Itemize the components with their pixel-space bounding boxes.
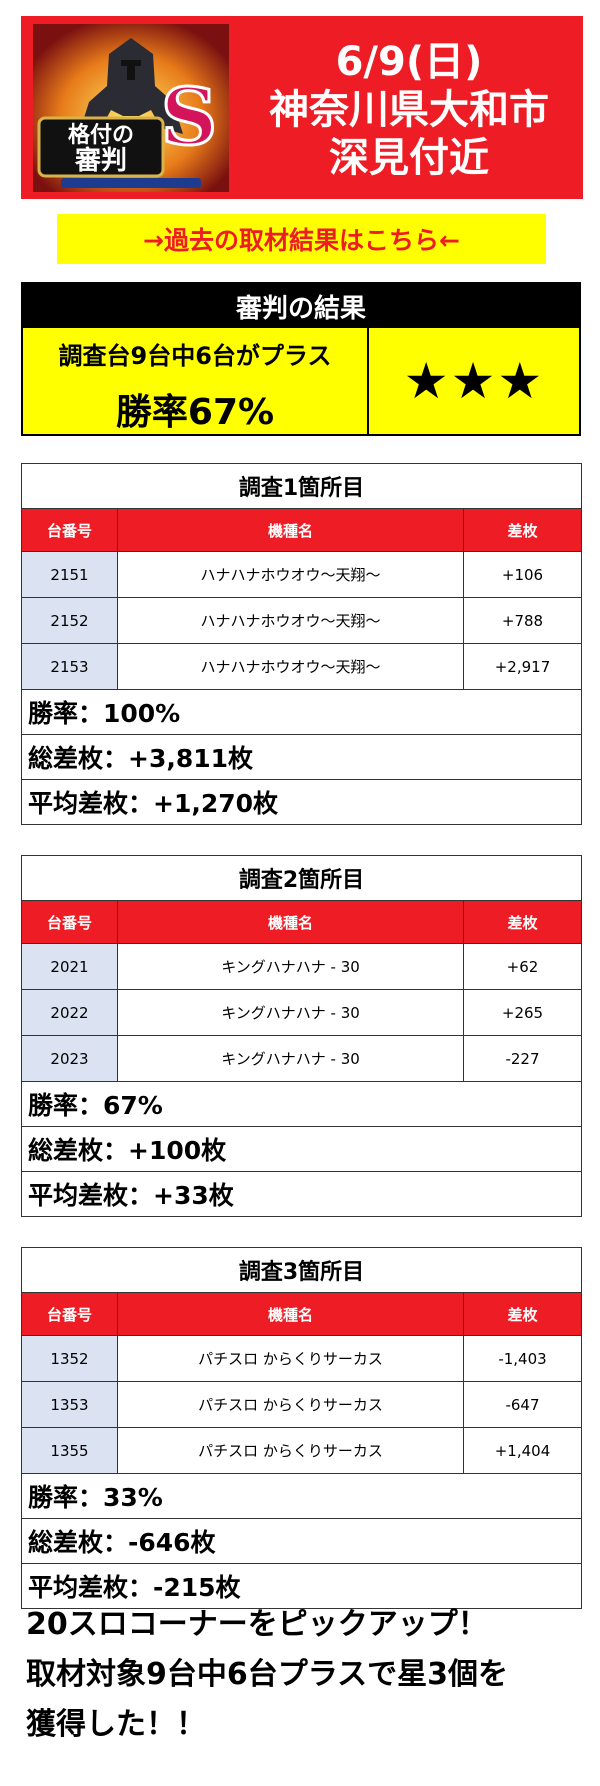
- table-row: 2151 ハナハナホウオウ～天翔～ +106: [21, 551, 582, 598]
- model-name: キングハナハナ - 30: [117, 989, 464, 1036]
- verdict-header: 審判の結果: [23, 284, 579, 328]
- survey-title: 調査2箇所目: [21, 855, 582, 901]
- column-header-machine-no: 台番号: [21, 1292, 118, 1336]
- table-row: 1355 パチスロ からくりサーカス +1,404: [21, 1427, 582, 1474]
- verdict-box: 審判の結果 調査台9台中6台がプラス 勝率67% ★★★: [21, 282, 581, 436]
- win-rate: 勝率：67%: [21, 1081, 582, 1127]
- average-diff: 平均差枚：-215枚: [21, 1563, 582, 1609]
- model-name: キングハナハナ - 30: [117, 1035, 464, 1082]
- column-header-diff: 差枚: [463, 508, 582, 552]
- summary-text: 20スロコーナーをピックアップ！ 取材対象9台中6台プラスで星3個を 獲得した！…: [26, 1600, 586, 1750]
- machine-no: 2022: [21, 989, 118, 1036]
- event-date: 6/9(日): [335, 39, 483, 85]
- coin-diff: +62: [463, 943, 582, 990]
- header-banner: S 格付の 審判 6/9(日) 神奈川県大和市 深見付近: [21, 16, 583, 199]
- model-name: ハナハナホウオウ～天翔～: [117, 643, 464, 690]
- svg-text:S: S: [161, 72, 217, 163]
- machine-no: 1355: [21, 1427, 118, 1474]
- survey-table-3: 調査3箇所目 台番号 機種名 差枚 1352 パチスロ からくりサーカス -1,…: [21, 1247, 582, 1609]
- coin-diff: +106: [463, 551, 582, 598]
- column-header-machine-no: 台番号: [21, 508, 118, 552]
- win-rate: 勝率：33%: [21, 1473, 582, 1519]
- model-name: パチスロ からくりサーカス: [117, 1427, 464, 1474]
- machine-no: 2021: [21, 943, 118, 990]
- summary-line-1: 20スロコーナーをピックアップ！: [26, 1607, 488, 1642]
- model-name: パチスロ からくりサーカス: [117, 1381, 464, 1428]
- survey-title: 調査1箇所目: [21, 463, 582, 509]
- survey-title: 調査3箇所目: [21, 1247, 582, 1293]
- win-rate: 勝率：100%: [21, 689, 582, 735]
- table-row: 1352 パチスロ からくりサーカス -1,403: [21, 1335, 582, 1382]
- machine-no: 2023: [21, 1035, 118, 1082]
- table-row: 2022 キングハナハナ - 30 +265: [21, 989, 582, 1036]
- column-header-diff: 差枚: [463, 900, 582, 944]
- table-row: 2021 キングハナハナ - 30 +62: [21, 943, 582, 990]
- column-header-model: 機種名: [117, 1292, 464, 1336]
- machine-no: 1352: [21, 1335, 118, 1382]
- location-line-2: 深見付近: [329, 135, 489, 181]
- coin-diff: +1,404: [463, 1427, 582, 1474]
- coin-diff: +788: [463, 597, 582, 644]
- table-row: 2153 ハナハナホウオウ～天翔～ +2,917: [21, 643, 582, 690]
- total-diff: 総差枚：-646枚: [21, 1518, 582, 1564]
- average-diff: 平均差枚：+1,270枚: [21, 779, 582, 825]
- table-row: 2023 キングハナハナ - 30 -227: [21, 1035, 582, 1082]
- machine-no: 2153: [21, 643, 118, 690]
- summary-line-2: 取材対象9台中6台プラスで星3個を: [26, 1657, 509, 1692]
- machine-no: 2151: [21, 551, 118, 598]
- coin-diff: +265: [463, 989, 582, 1036]
- column-header-model: 機種名: [117, 508, 464, 552]
- coin-diff: -647: [463, 1381, 582, 1428]
- coin-diff: -1,403: [463, 1335, 582, 1382]
- column-header-machine-no: 台番号: [21, 900, 118, 944]
- model-name: キングハナハナ - 30: [117, 943, 464, 990]
- model-name: パチスロ からくりサーカス: [117, 1335, 464, 1382]
- survey-table-2: 調査2箇所目 台番号 機種名 差枚 2021 キングハナハナ - 30 +62 …: [21, 855, 582, 1217]
- average-diff: 平均差枚：+33枚: [21, 1171, 582, 1217]
- coin-diff: +2,917: [463, 643, 582, 690]
- survey-table-1: 調査1箇所目 台番号 機種名 差枚 2151 ハナハナホウオウ～天翔～ +106…: [21, 463, 582, 825]
- kakuzuke-no-shinpan-logo: S 格付の 審判: [33, 24, 229, 192]
- column-header-model: 機種名: [117, 900, 464, 944]
- verdict-summary-text: 調査台9台中6台がプラス: [58, 342, 332, 370]
- machine-no: 1353: [21, 1381, 118, 1428]
- total-diff: 総差枚：+3,811枚: [21, 734, 582, 780]
- past-results-link[interactable]: →過去の取材結果はこちら←: [57, 214, 546, 264]
- model-name: ハナハナホウオウ～天翔～: [117, 597, 464, 644]
- banner-title: 6/9(日) 神奈川県大和市 深見付近: [249, 38, 569, 182]
- machine-no: 2152: [21, 597, 118, 644]
- coin-diff: -227: [463, 1035, 582, 1082]
- verdict-summary: 調査台9台中6台がプラス 勝率67%: [23, 328, 369, 434]
- total-diff: 総差枚：+100枚: [21, 1126, 582, 1172]
- verdict-winrate: 勝率67%: [115, 392, 275, 433]
- table-row: 2152 ハナハナホウオウ～天翔～ +788: [21, 597, 582, 644]
- location-line-1: 神奈川県大和市: [269, 87, 549, 133]
- svg-text:格付の: 格付の: [68, 122, 134, 148]
- svg-text:審判: 審判: [74, 146, 127, 176]
- column-header-diff: 差枚: [463, 1292, 582, 1336]
- model-name: ハナハナホウオウ～天翔～: [117, 551, 464, 598]
- verdict-stars: ★★★: [403, 352, 545, 410]
- table-row: 1353 パチスロ からくりサーカス -647: [21, 1381, 582, 1428]
- summary-line-3: 獲得した！！: [26, 1707, 206, 1742]
